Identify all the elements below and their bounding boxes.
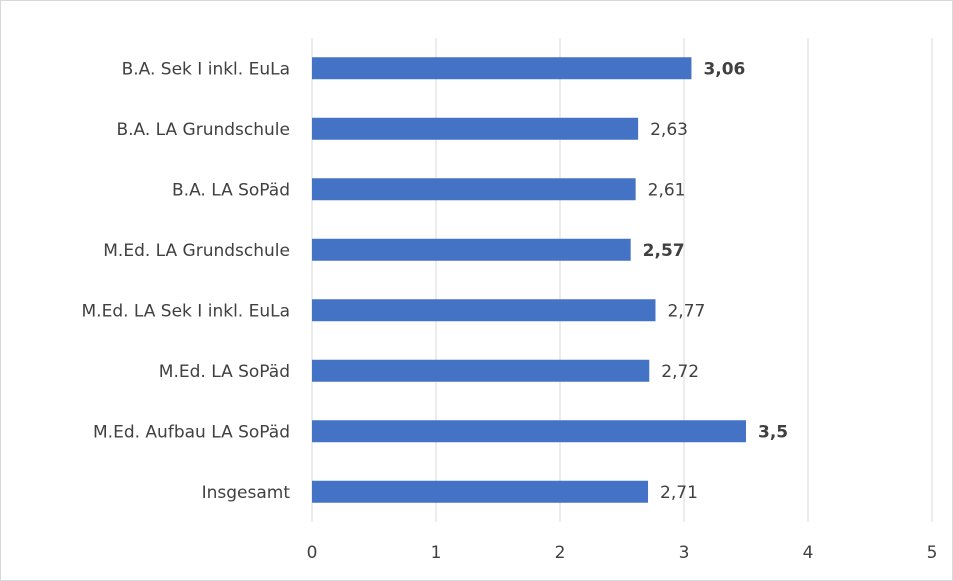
value-label: 2,71: [660, 483, 698, 503]
x-tick-label: 2: [555, 543, 566, 563]
value-label: 2,63: [650, 120, 688, 140]
bar: [312, 480, 649, 503]
y-tick-label: B.A. Sek I inkl. EuLa: [122, 59, 290, 79]
value-label: 3,06: [703, 59, 745, 79]
y-tick-label: M.Ed. LA SoPäd: [159, 362, 290, 382]
bar: [312, 359, 650, 382]
x-tick-label: 0: [307, 543, 318, 563]
x-tick-label: 5: [927, 543, 938, 563]
y-tick-label: B.A. LA SoPäd: [172, 180, 290, 200]
bar: [312, 238, 631, 261]
value-label: 2,72: [661, 362, 699, 382]
bar: [312, 420, 746, 443]
y-tick-label: M.Ed. LA Sek I inkl. EuLa: [82, 301, 291, 321]
bar: [312, 57, 692, 80]
bar: [312, 299, 656, 322]
x-tick-label: 4: [803, 543, 814, 563]
value-label: 3,5: [758, 422, 788, 442]
x-tick-label: 1: [431, 543, 442, 563]
y-tick-label: M.Ed. Aufbau LA SoPäd: [93, 422, 290, 442]
y-tick-label: Insgesamt: [202, 483, 291, 503]
y-tick-label: M.Ed. LA Grundschule: [103, 241, 290, 261]
value-label: 2,61: [648, 180, 686, 200]
x-tick-label: 3: [679, 543, 690, 563]
value-label: 2,57: [643, 241, 685, 261]
value-label: 2,77: [667, 301, 705, 321]
bar: [312, 117, 639, 140]
y-tick-label: B.A. LA Grundschule: [116, 120, 290, 140]
bar: [312, 178, 636, 201]
